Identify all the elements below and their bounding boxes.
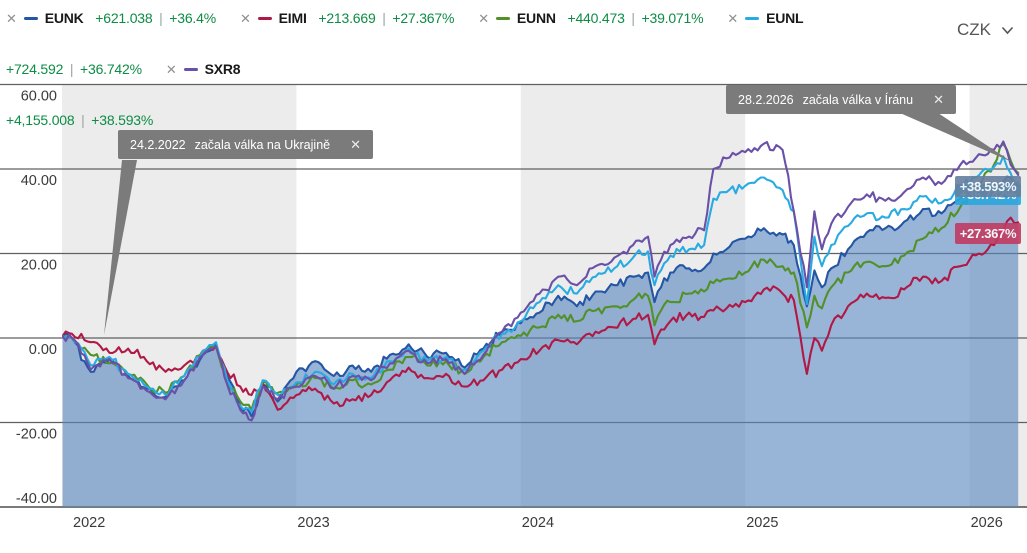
annotation-text: začala válka na Ukrajině xyxy=(194,137,331,152)
y-axis-label: -40.00 xyxy=(16,491,57,507)
y-axis-label: 20.00 xyxy=(21,258,57,274)
chevron-down-icon xyxy=(1001,26,1014,34)
series-ticker: EUNN xyxy=(516,10,556,26)
legend-item-eunk[interactable]: ✕ EUNK +621.038 | +36.4% xyxy=(6,10,216,26)
annotation-date: 24.2.2022 xyxy=(130,137,186,152)
annotation-callout: 28.2.2026 začala válka v Íránu ✕ xyxy=(726,85,956,114)
close-icon[interactable]: ✕ xyxy=(933,91,944,107)
y-axis-label: 60.00 xyxy=(21,89,57,105)
series-dash-icon xyxy=(257,17,272,20)
annotation-pointer xyxy=(900,113,1012,162)
legend-remove-icon[interactable]: ✕ xyxy=(478,11,489,26)
legend-row: +4,155.008 | +38.593% xyxy=(6,112,153,128)
x-axis-label: 2022 xyxy=(73,515,105,531)
series-performance: +213.669 | +27.367% xyxy=(318,10,455,26)
series-performance: +440.473 | +39.071% xyxy=(567,10,704,26)
currency-value: CZK xyxy=(957,20,991,39)
series-dash-icon xyxy=(23,17,38,20)
series-ticker: EUNK xyxy=(44,10,84,26)
area-fill-eunk xyxy=(62,176,1019,507)
annotation-callout: 24.2.2022 začala válka na Ukrajině ✕ xyxy=(118,130,374,159)
legend-row: ✕ EUNK +621.038 | +36.4% ✕ EIMI +213.669 | … xyxy=(6,10,811,77)
legend-remove-icon[interactable]: ✕ xyxy=(727,11,739,26)
x-axis-label: 2024 xyxy=(522,515,554,531)
series-performance: +724.592 | +36.742% xyxy=(6,61,142,77)
legend-item-sxr8[interactable]: ✕ SXR8 xyxy=(166,61,248,77)
series-line-sxr8 xyxy=(62,140,1020,422)
series-dash-icon xyxy=(183,68,198,71)
y-axis-label: 40.00 xyxy=(21,173,57,189)
x-axis-label: 2025 xyxy=(746,515,778,531)
y-axis-label: 0.00 xyxy=(29,342,57,358)
series-dash-icon xyxy=(495,17,510,20)
x-axis-label: 2023 xyxy=(297,515,329,531)
annotation-text: začala válka v Íránu xyxy=(802,92,914,107)
series-dash-icon xyxy=(745,17,760,20)
y-axis-label: -20.00 xyxy=(16,427,57,443)
series-performance: +4,155.008 | +38.593% xyxy=(6,112,154,128)
series-ticker: SXR8 xyxy=(204,61,241,77)
legend-item-eunn[interactable]: ✕ EUNN +440.473 | +39.071% xyxy=(478,10,703,26)
legend-remove-icon[interactable]: ✕ xyxy=(6,11,17,26)
annotation-pointer xyxy=(104,160,137,335)
legend-item-eimi[interactable]: ✕ EIMI +213.669 | +27.367% xyxy=(240,10,454,26)
legend-item-eunl[interactable]: ✕ EUNL +724.592 | +36.742% xyxy=(6,10,811,77)
legend-remove-icon[interactable]: ✕ xyxy=(165,62,177,77)
chart-legend: ✕ EUNK +621.038 | +36.4% ✕ EIMI +213.669 | … xyxy=(6,0,991,146)
legend-remove-icon[interactable]: ✕ xyxy=(239,11,251,26)
x-axis-label: 2026 xyxy=(971,515,1003,531)
currency-selector[interactable]: CZK xyxy=(957,20,1014,40)
series-ticker: EIMI xyxy=(278,10,307,26)
annotation-date: 28.2.2026 xyxy=(738,92,794,107)
close-icon[interactable]: ✕ xyxy=(350,136,362,152)
end-value-badge-sxr8: +38.593% xyxy=(955,176,1021,197)
series-ticker: EUNL xyxy=(766,10,804,26)
series-performance: +621.038 | +36.4% xyxy=(95,10,216,26)
end-value-badge-eimi: +27.367% xyxy=(955,223,1021,244)
